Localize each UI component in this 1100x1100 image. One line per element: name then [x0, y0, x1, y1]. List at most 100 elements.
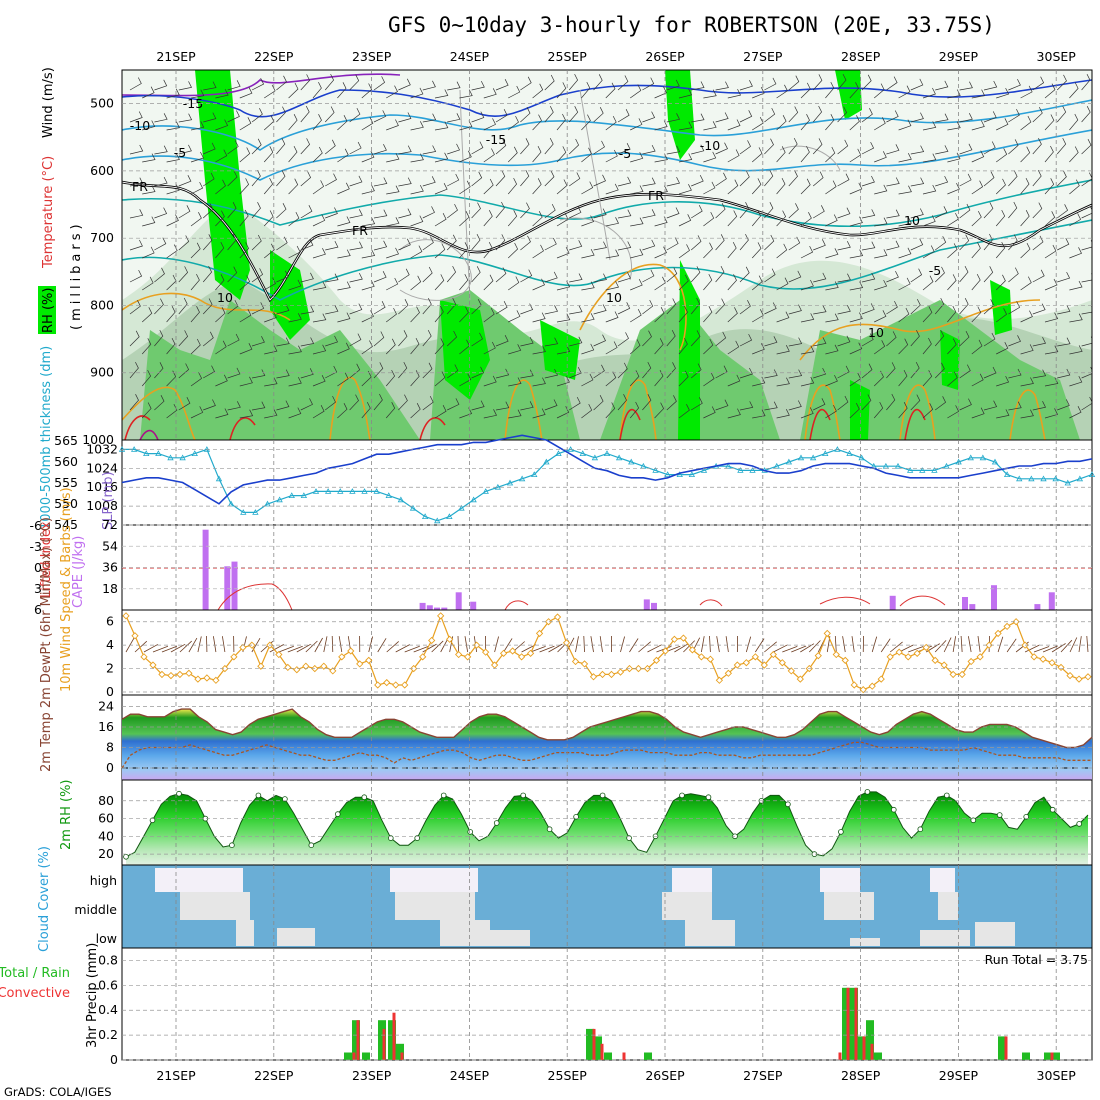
upper-wind-barb: [288, 407, 302, 419]
wind10-marker: [760, 661, 768, 669]
wind10-marker: [787, 667, 795, 675]
upper-wind-barb: [556, 146, 567, 163]
upper-wind-barb: [361, 280, 375, 291]
upper-wind-barb: [678, 153, 693, 163]
upper-wind-barb: [264, 277, 276, 291]
upper-wind-barb: [703, 151, 717, 163]
upper-wind-barb: [996, 87, 1010, 99]
upper-wind-barb: [1044, 278, 1058, 291]
upper-wind-barb: [129, 111, 143, 123]
upper-wind-barb: [739, 367, 753, 379]
wind10-barb: [745, 636, 752, 653]
upper-wind-barb: [983, 171, 995, 187]
contour-label: -5: [929, 263, 941, 278]
wind10-marker: [212, 676, 220, 684]
wind10-barb: [134, 640, 148, 653]
upper-wind-barb: [922, 87, 936, 99]
upper-wind-barb: [837, 335, 851, 347]
upper-wind-barb: [471, 171, 483, 187]
upper-wind-barb: [874, 249, 888, 259]
upper-wind-barb: [263, 243, 275, 259]
upper-wind-barb: [410, 245, 423, 259]
upper-wind-barb: [947, 338, 957, 355]
tick-label: 60: [98, 811, 114, 826]
upper-wind-barb: [495, 335, 509, 347]
wind10-barb: [997, 636, 1004, 653]
lifted-tick: 6: [34, 602, 42, 617]
upper-wind-barb: [1094, 249, 1100, 258]
wind10-barb: [222, 636, 226, 653]
wind10-marker: [221, 664, 229, 673]
precip-total-bar: [388, 1020, 396, 1060]
contour-label: 10: [217, 290, 233, 305]
upper-wind-barb: [837, 241, 851, 251]
upper-wind-barb: [288, 376, 302, 387]
upper-wind-barb: [202, 331, 214, 347]
upper-wind-barb: [739, 266, 750, 283]
wind10-barb: [620, 636, 625, 653]
upper-wind-barb: [1081, 172, 1092, 187]
upper-wind-barb: [471, 332, 483, 347]
upper-wind-barb: [934, 266, 945, 283]
upper-wind-barb: [471, 266, 481, 283]
upper-wind-barb: [715, 172, 727, 187]
upper-wind-barb: [995, 308, 1008, 323]
top-day-label: 21SEP: [156, 49, 196, 64]
thickness-marker: [215, 475, 223, 482]
run-total: Run Total = 3.75: [985, 952, 1088, 967]
upper-wind-barb: [361, 402, 371, 419]
high-cloud: [155, 868, 955, 892]
bottom-day-label: 29SEP: [939, 1068, 979, 1083]
upper-wind-barb: [495, 301, 508, 315]
wind10-barb: [331, 635, 334, 653]
upper-wind-barb: [251, 108, 263, 123]
upper-wind-barb: [398, 177, 412, 187]
wind10-barb: [647, 644, 662, 653]
tick-label: 0.2: [98, 1027, 118, 1042]
upper-wind-barb: [202, 265, 213, 283]
thickness-marker: [797, 454, 805, 461]
upper-wind-barb: [935, 175, 949, 187]
thickness-marker: [809, 454, 817, 461]
upper-wind-barb: [642, 144, 656, 155]
upper-wind-barb: [398, 145, 412, 155]
upper-wind-barb: [215, 241, 225, 259]
upper-wind-barb: [727, 88, 742, 99]
upper-wind-barb: [349, 303, 363, 315]
upper-wind-barb: [337, 148, 349, 163]
upper-wind-barb: [324, 395, 336, 411]
wind10-marker: [1003, 622, 1011, 631]
wind10-marker: [742, 659, 750, 667]
lifted-tick: 0: [34, 560, 42, 575]
upper-wind-barb: [300, 171, 312, 187]
upper-wind-barb: [178, 266, 189, 283]
upper-wind-barb: [337, 312, 351, 323]
tick-label: 0.6: [98, 977, 118, 992]
upper-wind-barb: [715, 265, 725, 283]
upper-wind-barb: [312, 180, 325, 195]
upper-wind-barb: [727, 210, 738, 227]
wind10-marker: [401, 681, 409, 689]
upper-wind-barb: [1081, 396, 1092, 411]
upper-wind-barb: [361, 117, 374, 131]
upper-wind-barb: [483, 341, 496, 355]
wind10-marker: [499, 649, 508, 657]
upper-wind-barb: [617, 241, 632, 251]
upper-wind-barb: [264, 377, 278, 387]
bottom-day-label: 25SEP: [548, 1068, 588, 1083]
upper-wind-barb: [434, 243, 446, 259]
upper-wind-barb: [1032, 369, 1047, 379]
upper-wind-barb: [581, 248, 595, 259]
upper-wind-barb: [325, 173, 337, 187]
upper-wind-barb: [617, 272, 631, 283]
upper-wind-barb: [276, 106, 286, 123]
rh-marker: [546, 826, 553, 832]
upper-wind-barb: [1057, 271, 1071, 283]
rh-marker: [890, 806, 897, 813]
upper-wind-barb: [471, 80, 485, 91]
upper-wind-barb: [739, 333, 753, 347]
upper-wind-barb: [971, 273, 981, 291]
upper-wind-barb: [1044, 211, 1056, 227]
upper-wind-barb: [1020, 242, 1031, 259]
upper-wind-barb: [325, 335, 338, 347]
